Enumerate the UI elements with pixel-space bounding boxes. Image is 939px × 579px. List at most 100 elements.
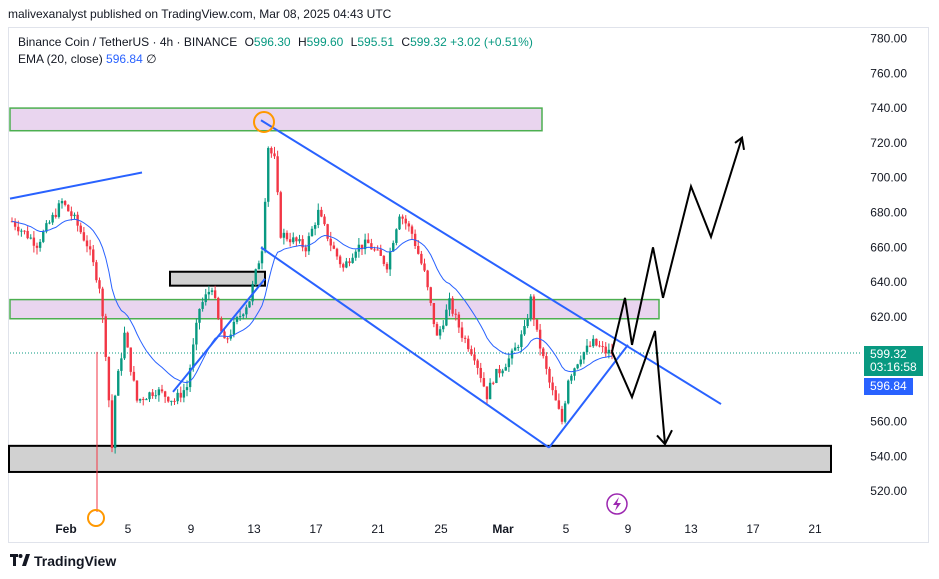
candle-body [395,229,398,243]
candle-body [279,192,282,238]
candle-body [560,408,564,422]
candle-body [248,301,251,308]
candle-body [13,221,17,227]
zones [8,107,832,473]
legend-h-label: H [297,35,307,49]
candle-body [101,288,104,317]
candle-body [329,238,332,246]
candle [592,335,595,348]
candle [301,235,304,252]
candle [435,321,439,336]
candle [535,319,539,332]
candle-body [20,230,23,232]
candle [551,376,554,396]
candle [51,212,54,225]
candle [548,366,551,389]
ema-price-tag: 596.84 [864,378,913,395]
candle-body [226,338,229,340]
candle-body [454,313,457,315]
y-tick-label: 680.00 [870,206,907,220]
publisher-line: malivexanalyst published on TradingView.… [8,7,392,21]
candle-body [401,216,404,219]
candle [429,286,432,306]
candle-body [326,224,329,239]
candle-body [179,392,182,398]
candle-body [54,214,57,217]
y-tick-label: 540.00 [870,449,907,463]
candle [420,250,423,266]
candle [232,317,236,338]
candle [395,228,398,246]
candle [492,381,495,386]
candle [117,369,120,396]
x-tick-label: Mar [492,522,514,536]
candle [501,368,504,377]
candle-body [273,153,276,157]
candle-body [363,239,367,250]
candle-body [495,368,498,383]
y-tick-label: 700.00 [870,171,907,185]
y-tick-label: 740.00 [870,101,907,115]
candle [298,234,301,244]
candle-body [148,392,151,400]
legend-open: 596.30 [253,35,291,49]
candle-body [82,232,86,241]
candle-body [195,322,198,345]
flash-icon [613,497,621,511]
candle-body [154,395,157,397]
candle [220,316,223,332]
candle [426,269,429,291]
candle [248,301,251,308]
candle [201,297,204,312]
candle-body [254,269,257,285]
candle-body [579,359,582,365]
y-axis: 520.00540.00560.00580.00600.00620.00640.… [870,31,907,498]
candle [138,398,142,404]
x-tick-label: Feb [55,522,76,536]
candle [476,358,479,375]
candle-body [298,239,301,242]
ema-price: 596.84 [870,379,907,393]
candle [310,226,314,237]
candle [204,288,207,306]
candle [263,198,267,254]
candle-body [607,349,611,354]
candle [154,389,157,400]
candle-body [17,226,20,232]
candle-body [295,237,298,242]
x-tick-label: 13 [247,522,261,536]
candle-body [235,317,239,322]
x-tick-label: 17 [746,522,760,536]
legend-ema-label: EMA (20, close) [18,52,103,66]
candle [210,287,214,296]
candle [488,378,492,400]
candle [351,253,354,264]
candle-body [63,201,67,205]
candle-body [523,326,526,335]
footer[interactable]: TradingView [10,553,116,569]
candle-body [501,370,504,374]
candle-body [479,367,482,379]
x-tick-label: 13 [684,522,698,536]
candle [235,315,239,325]
legend-low: 595.51 [357,35,395,49]
candle-body [542,348,545,357]
candle [504,363,507,371]
candle [567,379,570,405]
candle [442,320,445,333]
candle [448,292,451,317]
candle [120,353,123,376]
candle-body [313,224,317,229]
projection-bullish-arrowhead [734,135,745,151]
y-tick-label: 720.00 [870,136,907,150]
candle [479,362,482,383]
x-tick-label: 21 [808,522,822,536]
candle-body [301,239,304,248]
candle-body [370,243,373,250]
candle [60,198,64,209]
candle [101,286,104,323]
candle-body [526,318,529,327]
last-price-tag: 599.32 03:16:58 [864,346,923,376]
footer-brand: TradingView [34,553,117,569]
